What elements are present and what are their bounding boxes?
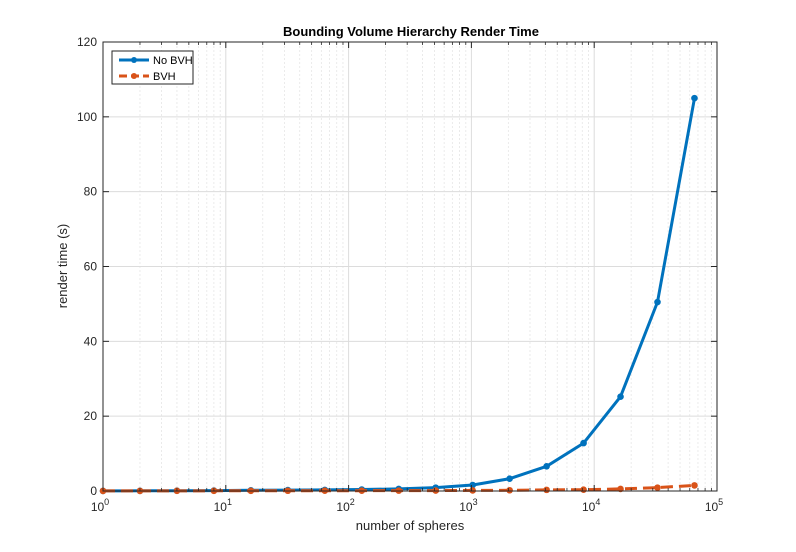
x-tick-label: 104 — [582, 497, 600, 514]
data-point-no-bvh — [654, 298, 661, 306]
y-axis-label: render time (s) — [55, 224, 70, 309]
x-tick-label: 101 — [214, 497, 232, 514]
data-point-no-bvh — [506, 475, 513, 482]
x-axis-label: number of spheres — [356, 518, 465, 533]
series-layer — [99, 94, 698, 495]
chart-title: Bounding Volume Hierarchy Render Time — [283, 24, 539, 39]
legend-marker-bvh — [131, 73, 137, 79]
y-tick-label: 120 — [77, 35, 97, 49]
x-tick-label: 100 — [91, 497, 109, 514]
data-point-bvh — [543, 486, 550, 494]
data-point-no-bvh — [617, 393, 624, 401]
legend-label-bvh: BVH — [153, 71, 176, 83]
data-point-bvh — [654, 484, 661, 491]
x-tick-label: 103 — [459, 497, 477, 514]
legend-box — [111, 50, 194, 85]
data-point-bvh — [580, 486, 587, 493]
ticks: 0 20 40 60 80 100 120 100 101 102 103 104 105 — [77, 35, 723, 514]
y-tick-label: 20 — [84, 409, 98, 423]
data-point-no-bvh — [691, 94, 698, 102]
y-tick-label: 40 — [84, 334, 98, 348]
x-tick-label: 102 — [336, 497, 354, 514]
data-point-bvh — [469, 487, 476, 494]
y-tick-label: 60 — [84, 260, 98, 274]
x-tick-label: 105 — [705, 497, 723, 514]
y-tick-label: 100 — [77, 110, 97, 124]
y-tick-label: 80 — [84, 185, 98, 199]
legend: No BVH BVH — [111, 50, 194, 85]
legend-label-no-bvh: No BVH — [153, 55, 193, 67]
data-point-no-bvh — [543, 463, 550, 470]
legend-marker-no-bvh — [131, 57, 137, 63]
y-tick-label: 0 — [90, 484, 97, 498]
series-line-no-bvh — [102, 97, 696, 493]
data-point-bvh — [506, 486, 513, 494]
data-point-no-bvh — [580, 439, 587, 447]
grid — [102, 41, 717, 492]
data-point-bvh — [691, 482, 698, 489]
